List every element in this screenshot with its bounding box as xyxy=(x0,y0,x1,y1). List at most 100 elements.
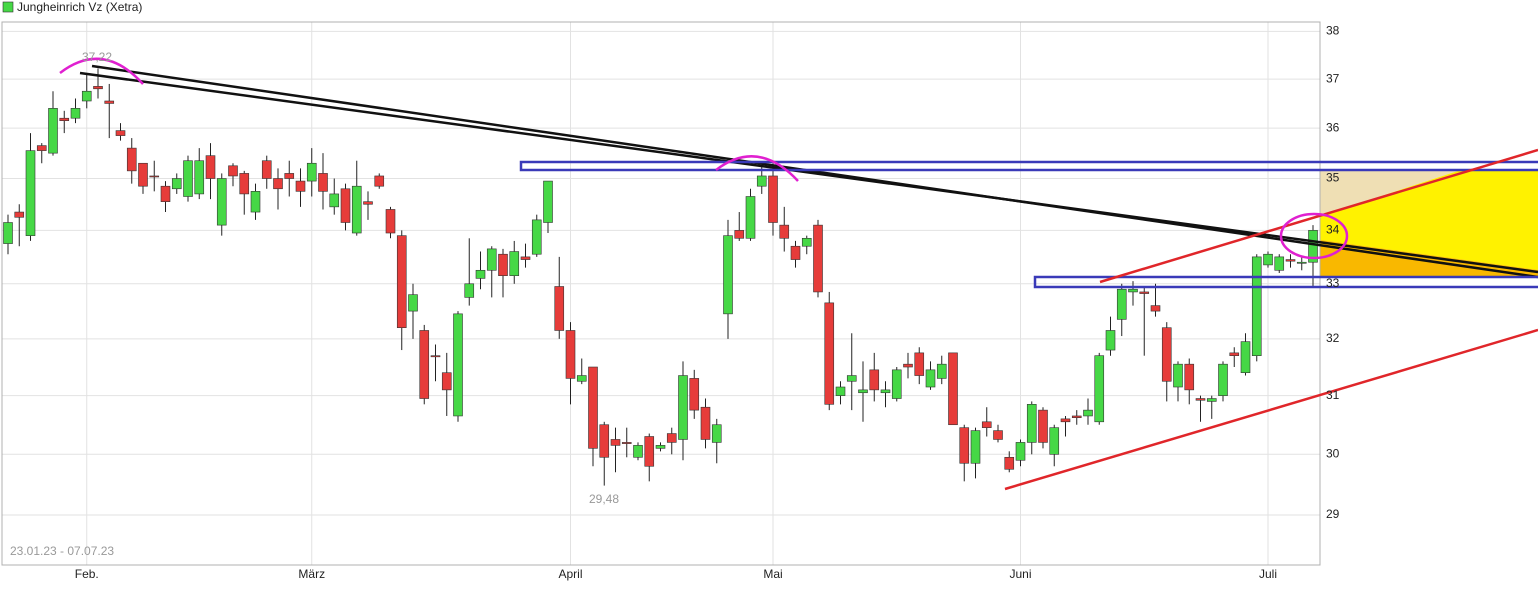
candle-body xyxy=(498,253,508,276)
candle-body xyxy=(936,363,947,379)
candle-body xyxy=(1049,427,1060,455)
candle-body xyxy=(183,160,193,197)
candle-body xyxy=(993,430,1003,440)
y-tick-label: 36 xyxy=(1326,120,1340,134)
y-tick-label: 31 xyxy=(1326,388,1340,402)
candle-body xyxy=(295,180,306,192)
candle-body xyxy=(1274,256,1285,271)
candle-body xyxy=(1308,230,1318,263)
candle-body xyxy=(1004,456,1015,470)
candle-body xyxy=(104,100,115,104)
grid xyxy=(2,22,1320,565)
candle-body xyxy=(858,389,868,394)
candle-body xyxy=(1296,261,1307,264)
candle-body xyxy=(3,222,13,244)
y-tick-label: 29 xyxy=(1326,507,1340,521)
period-label: 23.01.23 - 07.07.23 xyxy=(10,544,114,558)
low-annotation: 29,48 xyxy=(589,492,619,506)
candle-body xyxy=(644,436,655,467)
candle-body xyxy=(610,439,621,446)
candle-body xyxy=(576,375,587,382)
candle-body xyxy=(790,245,801,260)
candle-body xyxy=(711,424,722,443)
x-tick-label: Juli xyxy=(1259,567,1277,581)
top-marker xyxy=(715,155,799,182)
candle-body xyxy=(453,313,463,417)
candle-body xyxy=(194,160,205,195)
candle-body xyxy=(1161,327,1172,382)
candle-body xyxy=(1251,256,1262,356)
y-tick-label: 33 xyxy=(1326,276,1340,290)
candle-body xyxy=(318,173,328,192)
candle-body xyxy=(554,286,565,331)
candle-body xyxy=(250,191,261,213)
candle-body xyxy=(1263,253,1273,266)
candle-body xyxy=(779,224,790,239)
drawings xyxy=(59,57,1538,491)
candle-body xyxy=(824,302,835,405)
candle-body xyxy=(1083,409,1093,417)
trend-line xyxy=(79,71,1538,274)
candle-body xyxy=(36,145,47,151)
candle-body xyxy=(1218,363,1228,396)
plot-frame xyxy=(1,21,1321,566)
candle-body xyxy=(891,369,902,399)
candles xyxy=(3,68,1318,486)
candle-body xyxy=(768,175,778,223)
candle-body xyxy=(869,369,880,391)
candle-body xyxy=(419,330,430,399)
candle-body xyxy=(340,188,351,223)
candle-body xyxy=(948,352,958,426)
candle-body xyxy=(531,219,542,255)
candle-body xyxy=(205,155,216,179)
candle-body xyxy=(1229,352,1240,356)
candle-body xyxy=(633,445,643,458)
candle-body xyxy=(666,433,677,443)
candle-body xyxy=(925,369,936,388)
candle-body xyxy=(126,147,137,172)
candle-body xyxy=(81,90,92,102)
x-tick-label: März xyxy=(298,567,325,581)
y-tick-label: 30 xyxy=(1326,446,1340,460)
candle-body xyxy=(1026,404,1037,443)
candle-body xyxy=(306,162,317,182)
candle-body xyxy=(1116,288,1127,320)
candle-body xyxy=(914,352,925,376)
candle-body xyxy=(813,224,823,293)
candle-body xyxy=(1195,398,1206,401)
candle-body xyxy=(689,378,700,411)
candle-body xyxy=(329,193,340,208)
candle-body xyxy=(273,178,283,190)
candle-body xyxy=(1038,409,1048,443)
candle-body xyxy=(441,372,452,391)
candle-body xyxy=(981,421,992,428)
candle-body xyxy=(216,178,227,226)
breakout-marker xyxy=(1279,212,1349,260)
candle-body xyxy=(801,237,812,247)
x-tick-label: Mai xyxy=(763,567,782,581)
top-marker xyxy=(59,57,144,85)
candle-body xyxy=(621,442,632,444)
candle-body xyxy=(1094,355,1105,423)
candle-body xyxy=(351,185,362,234)
candle-body xyxy=(228,165,238,177)
candle-body xyxy=(138,162,148,187)
candle-body xyxy=(385,209,396,234)
candle-body xyxy=(880,389,891,394)
candle-body xyxy=(959,427,970,464)
candle-body xyxy=(599,424,610,458)
candle-body xyxy=(239,173,250,195)
channel-line xyxy=(1099,148,1538,284)
support-box xyxy=(1033,275,1538,289)
candle-body xyxy=(93,86,103,90)
candle-body xyxy=(486,248,497,271)
candle-body xyxy=(160,185,171,202)
candle-body xyxy=(1060,418,1071,423)
candle-body xyxy=(655,445,666,449)
candle-body xyxy=(1105,330,1116,351)
candle-body xyxy=(261,160,272,179)
channel-line xyxy=(1004,328,1538,491)
x-tick-label: April xyxy=(558,567,582,581)
candle-body xyxy=(903,363,913,368)
